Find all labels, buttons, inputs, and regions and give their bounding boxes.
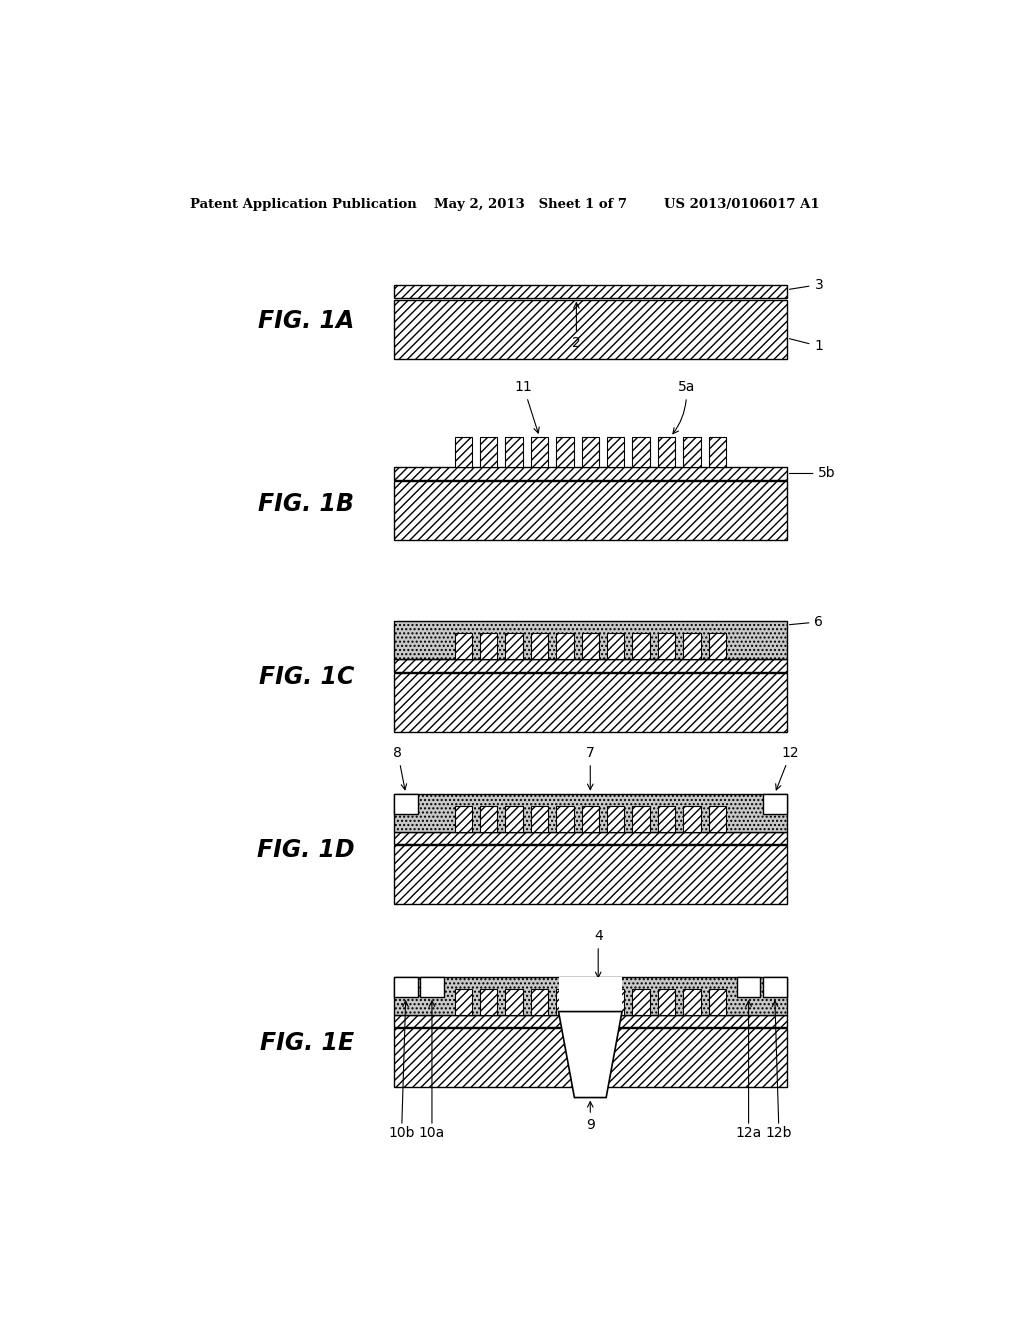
- Bar: [394, 833, 786, 845]
- Bar: [394, 620, 786, 660]
- Bar: [607, 805, 625, 833]
- Bar: [558, 977, 622, 1015]
- Bar: [683, 989, 700, 1015]
- Bar: [530, 805, 548, 833]
- Bar: [455, 989, 472, 1015]
- Bar: [394, 467, 786, 479]
- Bar: [394, 793, 418, 814]
- Bar: [582, 437, 599, 467]
- Bar: [763, 977, 786, 997]
- Bar: [657, 634, 675, 660]
- Bar: [506, 805, 523, 833]
- Text: May 2, 2013   Sheet 1 of 7: May 2, 2013 Sheet 1 of 7: [433, 198, 627, 211]
- Bar: [394, 1015, 786, 1027]
- Text: 5b: 5b: [790, 466, 836, 480]
- Text: 6: 6: [790, 615, 823, 628]
- Bar: [556, 634, 573, 660]
- Bar: [394, 977, 418, 997]
- Text: 8: 8: [393, 746, 407, 789]
- Bar: [394, 846, 786, 904]
- Bar: [506, 437, 523, 467]
- Bar: [394, 977, 786, 1015]
- Bar: [394, 673, 786, 731]
- Bar: [633, 989, 650, 1015]
- Bar: [420, 977, 443, 997]
- Text: FIG. 1A: FIG. 1A: [258, 309, 354, 333]
- Bar: [480, 634, 498, 660]
- Bar: [394, 300, 786, 359]
- Bar: [657, 437, 675, 467]
- Bar: [633, 805, 650, 833]
- Bar: [556, 989, 573, 1015]
- Bar: [394, 660, 786, 672]
- Bar: [394, 793, 786, 833]
- Bar: [633, 437, 650, 467]
- Bar: [582, 805, 599, 833]
- Bar: [657, 805, 675, 833]
- Text: FIG. 1E: FIG. 1E: [260, 1031, 354, 1055]
- Bar: [556, 437, 573, 467]
- Bar: [480, 437, 498, 467]
- Bar: [455, 437, 472, 467]
- Text: 1: 1: [790, 339, 823, 354]
- Polygon shape: [558, 1011, 622, 1097]
- Text: 4: 4: [594, 929, 602, 978]
- Bar: [607, 989, 625, 1015]
- Bar: [736, 977, 761, 997]
- Bar: [683, 805, 700, 833]
- Bar: [607, 437, 625, 467]
- Text: 12b: 12b: [766, 1126, 792, 1140]
- Bar: [455, 805, 472, 833]
- Text: 10a: 10a: [419, 1126, 445, 1140]
- Bar: [582, 989, 599, 1015]
- Text: FIG. 1D: FIG. 1D: [257, 838, 354, 862]
- Text: 7: 7: [586, 746, 595, 789]
- Bar: [657, 989, 675, 1015]
- Text: 3: 3: [790, 277, 823, 292]
- Bar: [709, 634, 726, 660]
- Bar: [763, 793, 786, 814]
- Bar: [709, 989, 726, 1015]
- Bar: [530, 989, 548, 1015]
- Bar: [394, 285, 786, 297]
- Bar: [394, 1028, 786, 1088]
- Bar: [683, 437, 700, 467]
- Bar: [582, 634, 599, 660]
- Bar: [530, 437, 548, 467]
- Text: FIG. 1C: FIG. 1C: [259, 665, 354, 689]
- Bar: [455, 634, 472, 660]
- Bar: [556, 805, 573, 833]
- Bar: [506, 634, 523, 660]
- Bar: [633, 634, 650, 660]
- Text: 12a: 12a: [735, 1126, 762, 1140]
- Bar: [530, 634, 548, 660]
- Text: 11: 11: [515, 380, 540, 433]
- Bar: [506, 989, 523, 1015]
- Text: 9: 9: [586, 1102, 595, 1131]
- Text: FIG. 1B: FIG. 1B: [258, 492, 354, 516]
- Text: US 2013/0106017 A1: US 2013/0106017 A1: [664, 198, 819, 211]
- Bar: [480, 989, 498, 1015]
- Bar: [709, 437, 726, 467]
- Text: 5a: 5a: [673, 380, 695, 434]
- Bar: [683, 634, 700, 660]
- Text: Patent Application Publication: Patent Application Publication: [189, 198, 417, 211]
- Bar: [394, 480, 786, 540]
- Text: 12: 12: [776, 746, 800, 789]
- Bar: [607, 634, 625, 660]
- Text: 2: 2: [572, 302, 581, 350]
- Text: 10b: 10b: [388, 1126, 415, 1140]
- Bar: [480, 805, 498, 833]
- Bar: [709, 805, 726, 833]
